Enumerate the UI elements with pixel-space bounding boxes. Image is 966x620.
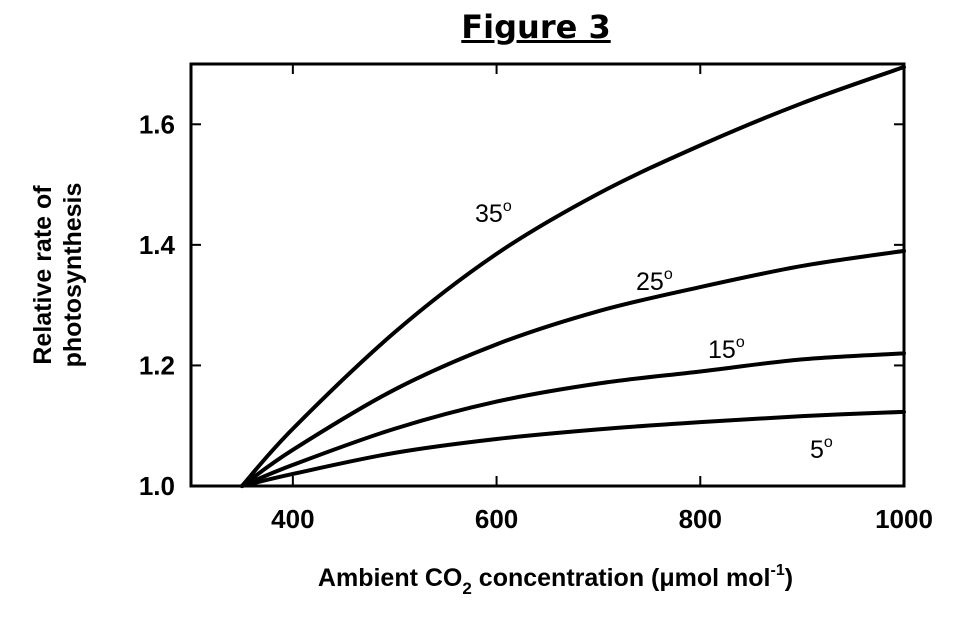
series-label-15: 15o [708,334,745,364]
series-line-25 [239,248,906,488]
x-axis-label: Ambient CO2 concentration (μmol mol-1) [318,562,793,598]
x-tick-label: 400 [271,504,314,534]
chart-title: Figure 3 [461,8,611,46]
series-line-5 [239,409,906,488]
y-axis-label: Relative rate ofphotosynthesis [29,183,87,368]
series-line-15 [239,351,906,488]
x-tick-label: 1000 [875,504,933,534]
y-tick-label: 1.6 [139,109,175,139]
y-tick-label: 1.2 [139,350,175,380]
y-tick-label: 1.4 [139,230,176,260]
series-label-5: 5o [810,434,833,464]
y-tick-label: 1.0 [139,471,175,501]
series-line-35 [239,65,906,488]
plot-frame [189,62,906,488]
series-label-35: 35o [475,198,512,228]
x-tick-label: 800 [679,504,722,534]
x-tick-label: 600 [475,504,518,534]
series-label-25: 25o [636,266,673,296]
